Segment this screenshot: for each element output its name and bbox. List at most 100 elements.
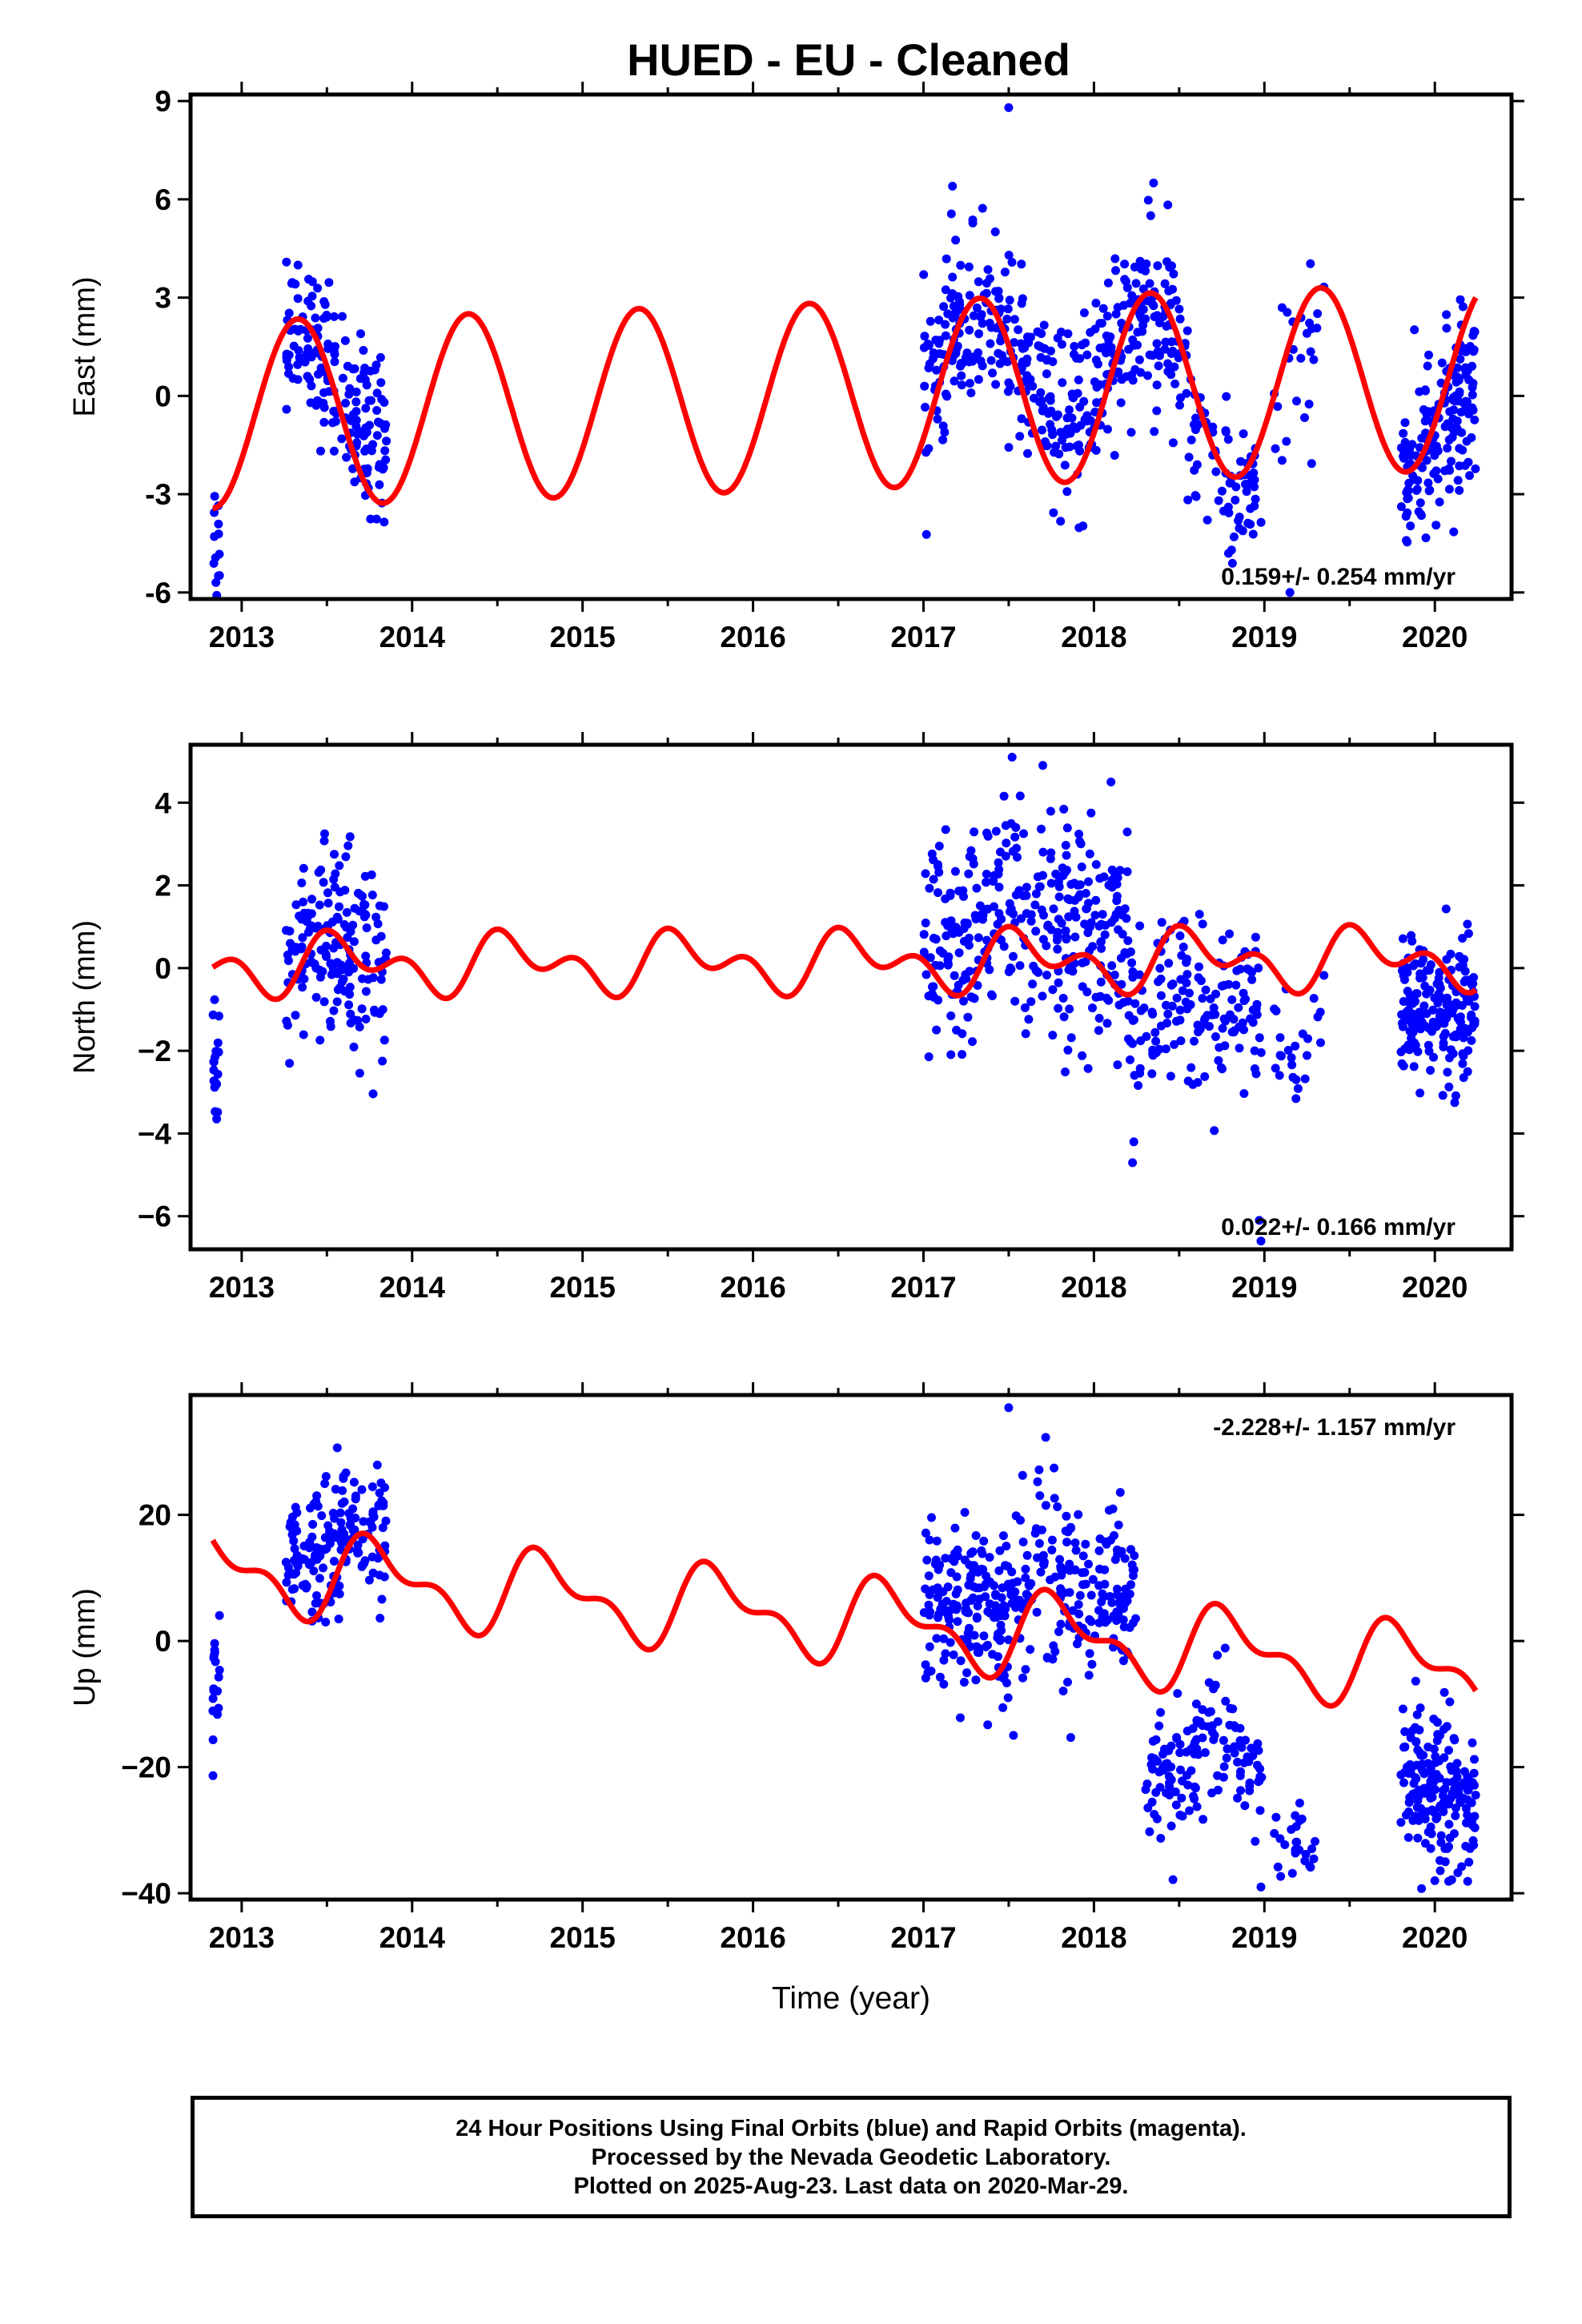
data-point: [966, 1596, 976, 1605]
data-point: [1462, 1803, 1471, 1813]
data-point: [368, 1089, 378, 1099]
data-point: [284, 308, 294, 318]
x-tick-label: 2013: [209, 1921, 275, 1954]
data-point: [952, 344, 961, 354]
data-point: [339, 1497, 349, 1506]
data-point: [1429, 1715, 1439, 1723]
data-point: [374, 1553, 383, 1562]
data-point: [1213, 1651, 1223, 1660]
y-axis-label: North (mm): [68, 920, 102, 1074]
data-point: [1017, 360, 1026, 370]
data-point: [325, 1526, 335, 1536]
data-point: [932, 1025, 942, 1035]
data-point: [920, 332, 930, 341]
data-point: [1235, 1043, 1244, 1053]
data-point: [332, 1443, 342, 1453]
data-point: [354, 888, 363, 898]
data-point: [345, 384, 355, 393]
data-point: [1422, 989, 1431, 999]
data-point: [1114, 925, 1123, 935]
data-point: [316, 364, 326, 372]
data-point: [311, 992, 321, 1002]
data-point: [1030, 393, 1038, 403]
data-point: [1190, 1749, 1199, 1759]
data-point: [335, 1589, 344, 1598]
data-point: [1296, 353, 1306, 363]
data-point: [1234, 516, 1243, 525]
x-tick-label: 2016: [720, 1271, 785, 1304]
data-point: [1059, 1012, 1069, 1022]
data-point: [1086, 1590, 1096, 1600]
data-point: [1175, 314, 1185, 324]
data-point: [1100, 1579, 1110, 1589]
data-point: [1457, 428, 1467, 437]
data-point: [295, 353, 304, 362]
data-point: [1094, 360, 1102, 369]
data-point: [1227, 1027, 1237, 1037]
data-point: [1451, 1811, 1460, 1820]
data-point: [981, 1642, 990, 1651]
data-point: [1464, 1857, 1474, 1867]
data-point: [1152, 406, 1162, 416]
data-point: [1239, 988, 1248, 998]
data-point: [329, 1557, 339, 1566]
data-point: [935, 336, 944, 345]
data-point: [1021, 1564, 1030, 1574]
data-point: [1011, 1511, 1021, 1521]
data-point: [1004, 443, 1014, 452]
data-point: [1423, 361, 1432, 371]
data-point: [294, 346, 303, 356]
data-point: [1038, 991, 1047, 1001]
data-point: [953, 1545, 962, 1554]
data-point: [1447, 456, 1456, 466]
x-tick-label: 2019: [1231, 621, 1297, 653]
data-point: [1453, 476, 1463, 485]
data-point: [367, 396, 375, 405]
data-point: [1399, 997, 1408, 1006]
data-point: [1282, 436, 1291, 446]
data-point: [1277, 456, 1287, 465]
data-point: [974, 933, 983, 943]
data-point: [1191, 1783, 1200, 1793]
data-point: [1277, 303, 1287, 312]
data-point: [319, 878, 328, 887]
data-point: [934, 1589, 944, 1598]
data-point: [1245, 965, 1255, 975]
data-point: [1291, 1075, 1301, 1084]
data-point: [346, 1009, 355, 1019]
data-point: [957, 371, 966, 380]
data-point: [324, 278, 334, 287]
data-point: [1169, 269, 1178, 279]
data-point: [988, 1650, 998, 1659]
data-point: [1302, 328, 1311, 338]
data-point: [1307, 459, 1316, 468]
data-point: [1401, 1015, 1411, 1024]
data-point: [1210, 1126, 1219, 1136]
data-point: [1051, 412, 1061, 421]
data-point: [360, 910, 370, 919]
data-point: [1120, 1554, 1130, 1563]
data-point: [290, 1544, 299, 1554]
data-point: [1028, 979, 1038, 989]
data-point: [1042, 441, 1052, 451]
data-point: [925, 883, 934, 893]
data-point: [1026, 997, 1036, 1007]
data-point: [1182, 978, 1191, 987]
data-point: [212, 590, 222, 599]
data-point: [355, 1022, 364, 1031]
data-point: [1270, 1828, 1279, 1838]
data-point: [955, 300, 965, 309]
data-point: [1033, 872, 1042, 882]
data-point: [283, 1020, 292, 1030]
data-point: [1305, 318, 1315, 328]
data-point: [211, 553, 220, 562]
data-point: [1095, 1534, 1105, 1543]
data-point: [359, 899, 368, 909]
data-point: [215, 609, 223, 618]
data-point: [1007, 258, 1017, 267]
data-point: [978, 915, 987, 924]
data-point: [924, 991, 934, 1001]
data-point: [1396, 502, 1406, 512]
data-point: [1084, 1671, 1094, 1680]
data-point: [994, 287, 1003, 296]
